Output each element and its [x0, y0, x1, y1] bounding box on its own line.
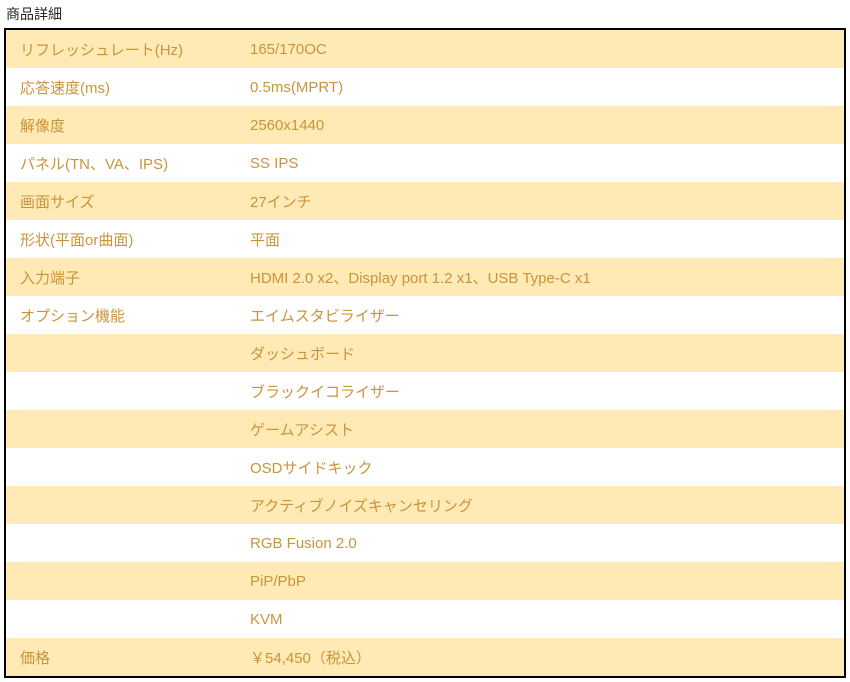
table-row: PiP/PbP — [6, 562, 844, 600]
spec-label — [6, 410, 236, 448]
table-row: OSDサイドキック — [6, 448, 844, 486]
spec-label — [6, 600, 236, 638]
spec-label — [6, 486, 236, 524]
spec-label: 形状(平面or曲面) — [6, 220, 236, 258]
spec-table: リフレッシュレート(Hz)165/170OC応答速度(ms)0.5ms(MPRT… — [6, 30, 844, 676]
spec-label — [6, 334, 236, 372]
spec-value: OSDサイドキック — [236, 448, 844, 486]
table-row: 応答速度(ms)0.5ms(MPRT) — [6, 68, 844, 106]
product-detail-container: 商品詳細 リフレッシュレート(Hz)165/170OC応答速度(ms)0.5ms… — [4, 4, 846, 678]
spec-value: 27インチ — [236, 182, 844, 220]
table-row: アクティブノイズキャンセリング — [6, 486, 844, 524]
table-row: リフレッシュレート(Hz)165/170OC — [6, 30, 844, 68]
table-row: 解像度2560x1440 — [6, 106, 844, 144]
spec-value: PiP/PbP — [236, 562, 844, 600]
table-row: 入力端子HDMI 2.0 x2、Display port 1.2 x1、USB … — [6, 258, 844, 296]
spec-label — [6, 562, 236, 600]
table-row: パネル(TN、VA、IPS)SS IPS — [6, 144, 844, 182]
spec-value: 0.5ms(MPRT) — [236, 68, 844, 106]
table-row: オプション機能エイムスタビライザー — [6, 296, 844, 334]
spec-value: 2560x1440 — [236, 106, 844, 144]
table-row: ダッシュボード — [6, 334, 844, 372]
spec-value: HDMI 2.0 x2、Display port 1.2 x1、USB Type… — [236, 258, 844, 296]
spec-value: KVM — [236, 600, 844, 638]
table-row: RGB Fusion 2.0 — [6, 524, 844, 562]
spec-value: エイムスタビライザー — [236, 296, 844, 334]
table-row: 価格￥54,450（税込） — [6, 638, 844, 676]
spec-value: 165/170OC — [236, 30, 844, 68]
spec-label: 解像度 — [6, 106, 236, 144]
spec-value: RGB Fusion 2.0 — [236, 524, 844, 562]
table-row: ブラックイコライザー — [6, 372, 844, 410]
spec-value: SS IPS — [236, 144, 844, 182]
spec-label: パネル(TN、VA、IPS) — [6, 144, 236, 182]
spec-table-wrapper: リフレッシュレート(Hz)165/170OC応答速度(ms)0.5ms(MPRT… — [4, 28, 846, 678]
section-title: 商品詳細 — [4, 4, 846, 24]
table-row: 画面サイズ27インチ — [6, 182, 844, 220]
spec-label: 価格 — [6, 638, 236, 676]
table-row: ゲームアシスト — [6, 410, 844, 448]
spec-label: リフレッシュレート(Hz) — [6, 30, 236, 68]
spec-value: ダッシュボード — [236, 334, 844, 372]
spec-label: 入力端子 — [6, 258, 236, 296]
table-row: KVM — [6, 600, 844, 638]
spec-table-body: リフレッシュレート(Hz)165/170OC応答速度(ms)0.5ms(MPRT… — [6, 30, 844, 676]
spec-value: ブラックイコライザー — [236, 372, 844, 410]
spec-label: オプション機能 — [6, 296, 236, 334]
spec-label — [6, 372, 236, 410]
spec-label — [6, 448, 236, 486]
table-row: 形状(平面or曲面)平面 — [6, 220, 844, 258]
spec-label: 画面サイズ — [6, 182, 236, 220]
spec-value: ゲームアシスト — [236, 410, 844, 448]
spec-value: アクティブノイズキャンセリング — [236, 486, 844, 524]
spec-label: 応答速度(ms) — [6, 68, 236, 106]
spec-value: 平面 — [236, 220, 844, 258]
spec-value: ￥54,450（税込） — [236, 638, 844, 676]
spec-label — [6, 524, 236, 562]
